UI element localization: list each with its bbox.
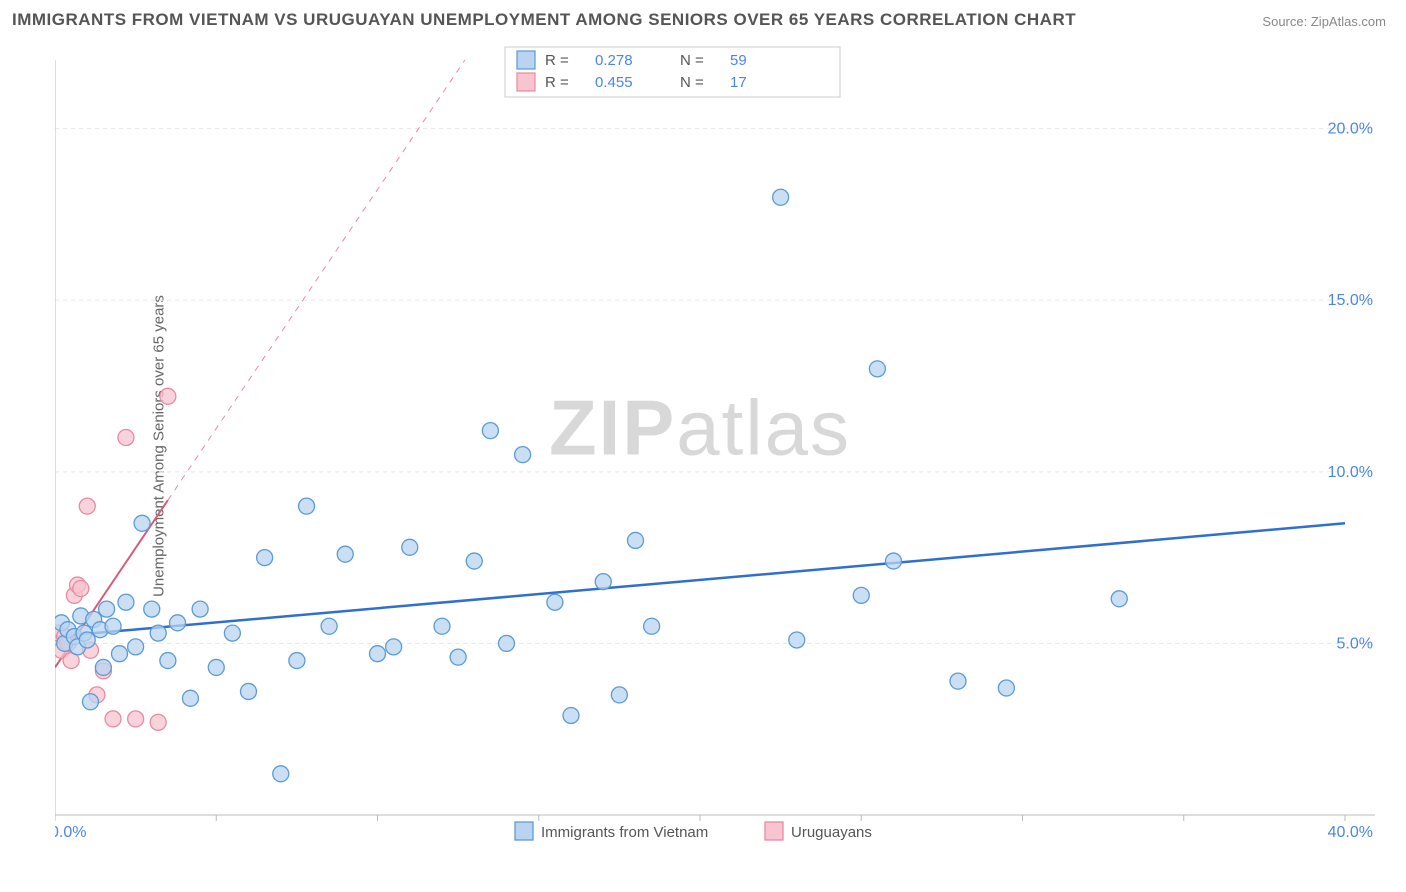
data-point [95,659,111,675]
data-point [450,649,466,665]
legend-swatch [517,73,535,91]
data-point [289,653,305,669]
data-point [224,625,240,641]
scatter-plot: ZIPatlas 5.0% 10.0% 15.0% 20.0% 0.0% 40.0% R = 0… [55,45,1385,845]
data-point [563,707,579,723]
data-point [105,711,121,727]
y-tick-label: 20.0% [1328,121,1373,138]
y-tick-label: 5.0% [1337,635,1373,652]
data-point [515,447,531,463]
legend-n-label: N = [680,52,704,69]
data-point [466,553,482,569]
legend-n-value: 17 [730,74,747,91]
data-point [1111,591,1127,607]
data-point [628,532,644,548]
data-point [128,711,144,727]
data-point [773,189,789,205]
legend-r-label: R = [545,74,569,91]
data-point [150,714,166,730]
data-point [170,615,186,631]
data-point [99,601,115,617]
data-point [118,594,134,610]
data-point [79,498,95,514]
source-value: ZipAtlas.com [1311,14,1386,29]
y-tick-label: 15.0% [1328,292,1373,309]
legend-n-label: N = [680,74,704,91]
data-point [82,694,98,710]
data-point [160,653,176,669]
trend-line-dashed [168,60,465,500]
data-point [112,646,128,662]
data-point [998,680,1014,696]
data-point [105,618,121,634]
data-point [321,618,337,634]
data-point [595,574,611,590]
data-point [128,639,144,655]
data-point [257,550,273,566]
data-point [118,430,134,446]
data-point [208,659,224,675]
data-point [386,639,402,655]
legend-swatch [517,51,535,69]
legend-bottom-swatch [765,822,783,840]
data-point [482,423,498,439]
legend-r-label: R = [545,52,569,69]
data-point [499,635,515,651]
data-point [370,646,386,662]
data-point [134,515,150,531]
data-point [79,632,95,648]
data-point [950,673,966,689]
source-label: Source: [1262,14,1307,29]
data-point [241,683,257,699]
data-point [160,388,176,404]
data-point [299,498,315,514]
chart-title: IMMIGRANTS FROM VIETNAM VS URUGUAYAN UNE… [12,10,1076,30]
data-point [73,581,89,597]
data-point [337,546,353,562]
data-point [402,539,418,555]
data-point [192,601,208,617]
data-point [434,618,450,634]
x-tick-label: 40.0% [1328,824,1373,841]
data-point [789,632,805,648]
legend-r-value: 0.278 [595,52,633,69]
data-point [611,687,627,703]
legend-r-value: 0.455 [595,74,633,91]
y-tick-label: 10.0% [1328,464,1373,481]
legend-bottom-label: Immigrants from Vietnam [541,824,708,841]
chart-svg: ZIPatlas 5.0% 10.0% 15.0% 20.0% 0.0% 40.0% R = 0… [55,45,1385,845]
data-point [547,594,563,610]
legend-bottom-label: Uruguayans [791,824,872,841]
data-point [886,553,902,569]
legend-n-value: 59 [730,52,747,69]
data-point [273,766,289,782]
legend-bottom-swatch [515,822,533,840]
data-point [182,690,198,706]
source-attribution: Source: ZipAtlas.com [1262,14,1386,29]
data-point [853,587,869,603]
data-point [144,601,160,617]
x-tick-label: 0.0% [55,824,86,841]
data-point [150,625,166,641]
watermark: ZIPatlas [549,384,851,472]
data-point [869,361,885,377]
data-point [644,618,660,634]
trend-line [55,523,1345,636]
